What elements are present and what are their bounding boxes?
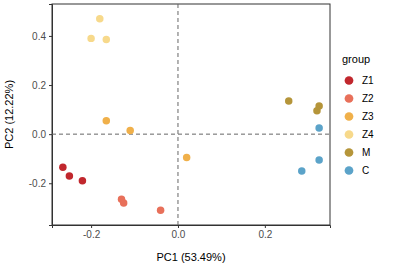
point xyxy=(79,177,86,184)
legend-label: Z4 xyxy=(362,129,374,140)
y-axis: -0.2 0.0 0.2 0.4 xyxy=(29,5,53,226)
tick: 0.4 xyxy=(32,31,52,42)
tick-label: 0.0 xyxy=(32,129,46,140)
legend-swatch xyxy=(345,166,354,175)
legend: group Z1 Z2 Z3 Z4 MC xyxy=(342,53,374,177)
point xyxy=(103,117,110,124)
legend-label: Z3 xyxy=(362,111,374,122)
point xyxy=(183,154,190,161)
legend-label: Z2 xyxy=(362,93,374,104)
point xyxy=(66,172,73,179)
legend-swatch xyxy=(345,130,354,139)
tick-label: 0.0 xyxy=(172,229,186,240)
reference-line xyxy=(52,134,330,135)
series xyxy=(118,195,165,214)
tick-label: -0.2 xyxy=(29,178,47,189)
point xyxy=(315,102,322,109)
tick: -0.2 xyxy=(83,225,101,240)
legend-label: Z1 xyxy=(362,75,374,86)
x-axis: -0.2 0.0 0.2 xyxy=(53,225,331,240)
series xyxy=(59,164,86,185)
series xyxy=(298,124,323,174)
series xyxy=(87,15,110,43)
tick-label: 0.2 xyxy=(32,80,46,91)
point xyxy=(120,199,127,206)
legend-label: M xyxy=(362,147,370,158)
point xyxy=(87,35,94,42)
chart: -0.2 0.0 0.2 -0.2 0.0 0.2 0.4 PC1 (53.49%) PC2 (… xyxy=(0,0,400,269)
tick: 0.0 xyxy=(172,225,186,240)
legend-swatch xyxy=(345,76,354,85)
legend-swatch xyxy=(345,94,354,103)
point xyxy=(103,36,110,43)
tick: -0.2 xyxy=(29,178,52,189)
point xyxy=(59,164,66,171)
point xyxy=(285,97,292,104)
legend-swatch xyxy=(345,112,354,121)
legend-title: group xyxy=(342,53,370,65)
series xyxy=(103,117,191,161)
plot: -0.2 0.0 0.2 -0.2 0.0 0.2 0.4 xyxy=(29,4,331,240)
tick-label: 0.2 xyxy=(258,229,272,240)
tick: 0.2 xyxy=(32,80,52,91)
axis-line xyxy=(53,226,331,229)
plot-background xyxy=(52,4,330,225)
point xyxy=(157,207,164,214)
point xyxy=(126,127,133,134)
plot-frame xyxy=(52,4,330,225)
point xyxy=(298,167,305,174)
point xyxy=(96,15,103,22)
tick: 0.2 xyxy=(258,225,272,240)
legend-swatch xyxy=(345,148,354,157)
reference-line xyxy=(177,4,178,225)
y-axis-title: PC2 (12.22%) xyxy=(3,80,15,149)
x-axis-title: PC1 (53.49%) xyxy=(156,251,225,263)
legend-label: C xyxy=(362,165,369,176)
tick: 0.0 xyxy=(32,129,52,140)
tick-label: 0.4 xyxy=(32,31,46,42)
point xyxy=(315,156,322,163)
series xyxy=(285,97,323,114)
point xyxy=(315,124,322,131)
data-area xyxy=(52,4,330,225)
tick-label: -0.2 xyxy=(83,229,101,240)
